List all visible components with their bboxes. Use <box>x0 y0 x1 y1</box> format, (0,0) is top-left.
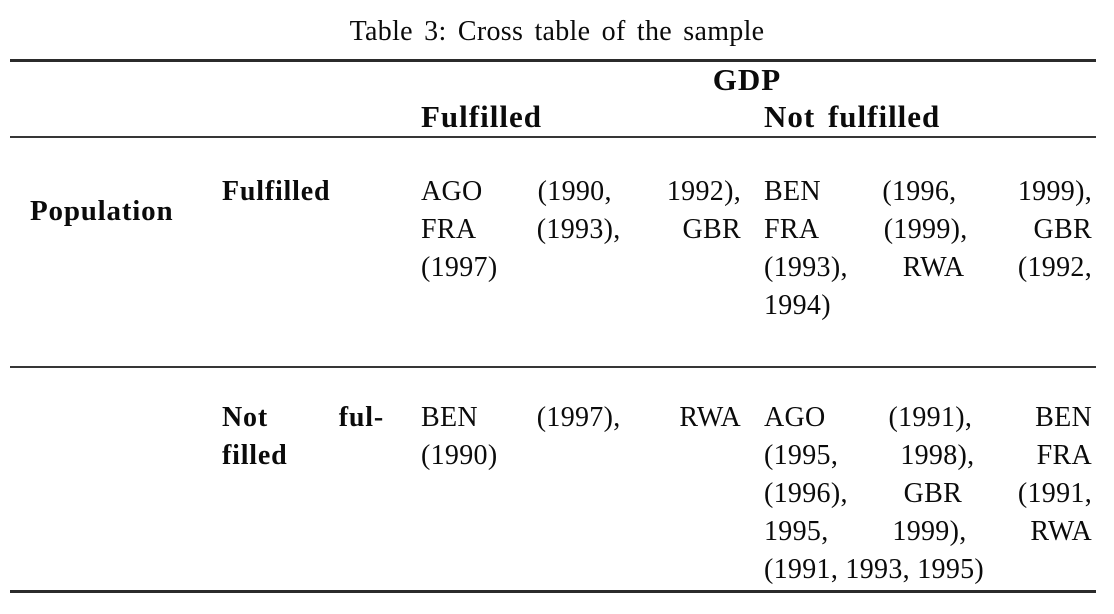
cell-text-line: BEN (1997), RWA <box>421 402 741 433</box>
cell-text-line: (1990) <box>421 440 498 471</box>
table-row-population-fulfilled: Population Fulfilled AGO (1990, 1992), FR… <box>10 138 1096 366</box>
cell-text-line: FRA (1999), GBR <box>764 214 1092 245</box>
spacer-cell <box>10 98 222 136</box>
table-row-population-not-fulfilled: Not ful-filled BEN (1997), RWA (1990) AGO… <box>10 368 1096 590</box>
cell-text-line: AGO (1991), BEN <box>764 402 1092 433</box>
column-header-not-fulfilled: Not fulfilled <box>764 99 941 134</box>
top-rule <box>10 59 1096 62</box>
cell-population-not-fulfilled-gdp-not-fulfilled: AGO (1991), BEN (1995, 1998), FRA (1996), … <box>764 399 1096 590</box>
cell-text-line: (1995, 1998), FRA <box>764 440 1092 471</box>
row-header-not-fulfilled: Not ful-filled <box>222 399 421 590</box>
cell-text-line: Not ful- <box>222 402 384 433</box>
column-header-fulfilled: Fulfilled <box>421 99 542 134</box>
cell-text-line: FRA (1993), GBR <box>421 214 741 245</box>
cell-text-line: (1991, 1993, 1995) <box>764 554 985 585</box>
row-header-fulfilled: Fulfilled <box>222 173 421 366</box>
cell-text-line: 1994) <box>764 290 831 321</box>
cell-text-line: (1993), RWA (1992, <box>764 252 1092 283</box>
spacer-cell <box>222 98 421 136</box>
header-rule <box>10 136 1096 138</box>
cell-text-line: 1995, 1999), RWA <box>764 516 1092 547</box>
cross-table: GDP Fulfilled Not fulfilled Population F… <box>10 59 1096 593</box>
cell-population-fulfilled-gdp-not-fulfilled: BEN (1996, 1999), FRA (1999), GBR (1993), … <box>764 173 1096 366</box>
cell-text-line: BEN (1996, 1999), <box>764 176 1092 207</box>
cell-text-line: (1997) <box>421 252 498 283</box>
spacer-cell <box>222 62 421 98</box>
row-group-header-population: Population <box>30 195 174 227</box>
column-group-header-gdp: GDP <box>712 62 782 97</box>
cell-text-line: AGO (1990, 1992), <box>421 176 741 207</box>
cell-population-not-fulfilled-gdp-fulfilled: BEN (1997), RWA (1990) <box>421 399 764 590</box>
cell-population-fulfilled-gdp-fulfilled: AGO (1990, 1992), FRA (1993), GBR (1997) <box>421 173 764 366</box>
cell-text-line: filled <box>222 440 288 471</box>
spacer-cell <box>10 62 222 98</box>
cell-text-line: (1996), GBR (1991, <box>764 478 1092 509</box>
column-header-row: Fulfilled Not fulfilled <box>10 98 1096 136</box>
table-caption: Table 3: Cross table of the sample <box>349 16 765 47</box>
row-separator-rule <box>10 366 1096 368</box>
spacer-cell <box>10 399 222 590</box>
bottom-rule <box>10 590 1096 593</box>
column-group-header-row: GDP <box>10 62 1096 98</box>
cell-text-line: Fulfilled <box>222 176 331 207</box>
